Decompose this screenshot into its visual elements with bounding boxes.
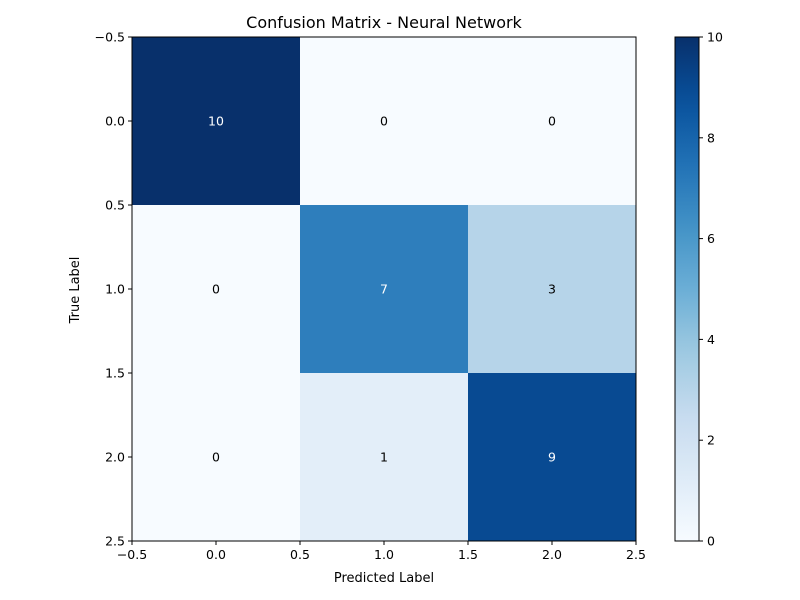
cell-value-label: 0 [212,450,220,465]
heatmap-cell-r2-c0 [132,373,300,541]
colorbar-tick-label: 0 [707,534,715,549]
x-tick-label: 2.5 [626,547,646,562]
y-tick-label: 0.5 [105,198,125,213]
y-tick-label: 1.5 [105,366,125,381]
colorbar-tick-label: 10 [707,30,723,45]
heatmap-cell-r0-c0 [132,37,300,205]
y-axis-label: True Label [68,257,83,325]
y-tick-label: 2.0 [105,450,125,465]
heatmap-cell-r0-c2 [468,37,636,205]
heatmap-cell-r2-c2 [468,373,636,541]
cell-value-label: 7 [380,282,388,297]
cell-value-label: 0 [548,114,556,129]
heatmap-cell-r1-c0 [132,205,300,373]
heatmap-cell-r1-c1 [300,205,468,373]
x-tick-label: 0.0 [206,547,226,562]
colorbar-tick-label: 2 [707,433,715,448]
y-tick-label: 1.0 [105,282,125,297]
y-tick-label: 2.5 [105,534,125,549]
heatmap-cell-r0-c1 [300,37,468,205]
cell-value-label: 0 [380,114,388,129]
colorbar-tick-label: 4 [707,332,715,347]
heatmap-cells [132,37,636,541]
axes: −0.5 0.0 0.5 1.0 1.5 2.0 2.5−0.50.00.51.01.52.… [95,30,646,563]
cell-value-label: 0 [212,282,220,297]
cell-value-label: 1 [380,450,388,465]
heatmap-cell-r2-c1 [300,373,468,541]
colorbar-tick-label: 8 [707,130,715,145]
y-tick-label: 0.0 [105,114,125,129]
cell-value-label: 10 [208,114,224,129]
cell-value-label: 9 [548,450,556,465]
x-tick-label: 2.0 [542,547,562,562]
x-tick-label: 0.5 [290,547,310,562]
colorbar-tick-label: 6 [707,231,715,246]
heatmap-cell-r1-c2 [468,205,636,373]
x-tick-label: 1.0 [374,547,394,562]
y-tick-label: −0.5 [95,30,125,45]
cell-value-label: 3 [548,282,556,297]
colorbar: 0 2 4 6 8 10 [674,30,723,549]
chart-title: Confusion Matrix - Neural Network [246,13,522,32]
heatmap-cell-labels: 10 0 0 0 7 3 0 1 9 [208,114,556,465]
x-tick-label: 1.5 [458,547,478,562]
x-tick-label: −0.5 [117,547,147,562]
colorbar-gradient [674,36,700,542]
x-axis-label: Predicted Label [334,571,434,586]
